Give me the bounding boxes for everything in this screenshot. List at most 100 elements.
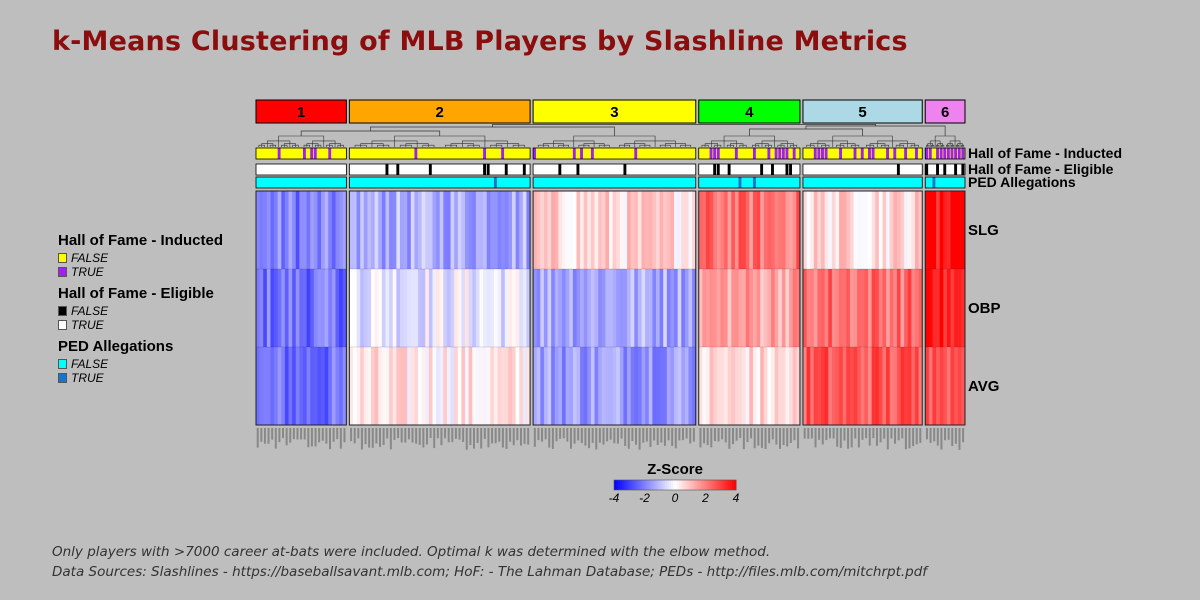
player-label-tick [940, 428, 943, 450]
heatmap-cell [512, 347, 517, 425]
track-cell [896, 164, 900, 175]
dendrogram-branch [926, 144, 930, 147]
dendrogram-branch [739, 144, 747, 147]
heatmap-cell [900, 347, 905, 425]
heatmap-cell [821, 269, 826, 347]
heatmap-cell [367, 347, 372, 425]
track-base [698, 164, 800, 175]
track-cell [946, 148, 950, 159]
heatmap-cell [763, 347, 768, 425]
heatmap-cell [886, 191, 891, 269]
track-base [533, 177, 696, 188]
heatmap-cell [263, 347, 268, 425]
heatmap-cell [918, 347, 923, 425]
heatmap-cell [878, 347, 883, 425]
heatmap-cell [802, 269, 807, 347]
cluster-border-2 [348, 190, 531, 426]
heatmap-cell [598, 347, 603, 425]
legend-item: TRUE [58, 318, 223, 332]
heatmap-cell [789, 347, 794, 425]
heatmap-cell [713, 269, 718, 347]
heatmap-cell [281, 269, 286, 347]
heatmap-cell [857, 191, 862, 269]
heatmap-cell [738, 347, 743, 425]
track-cell [871, 148, 875, 159]
color-scale-segment [677, 480, 680, 490]
dendrogram-branch [326, 144, 333, 147]
player-label-tick [418, 428, 421, 445]
heatmap-cell [813, 347, 818, 425]
track-border [348, 176, 531, 189]
color-scale-segment [687, 480, 690, 490]
heatmap-cell [907, 191, 912, 269]
player-label-tick [267, 428, 270, 444]
heatmap-cell [522, 269, 527, 347]
heatmap-cell [310, 191, 315, 269]
player-label-tick [861, 428, 864, 440]
heatmap-cell [627, 191, 632, 269]
heatmap-cell [381, 347, 386, 425]
heatmap-cell [461, 191, 466, 269]
dendrogram-branch [634, 140, 676, 147]
dendrogram-branch [910, 144, 919, 147]
heatmap-cell [493, 191, 498, 269]
heatmap-cell [925, 347, 930, 425]
player-label-tick [739, 428, 742, 439]
dendrogram-branch [354, 144, 367, 147]
heatmap-cell [292, 191, 297, 269]
heatmap-cell [543, 269, 548, 347]
heatmap-cell [936, 191, 941, 269]
heatmap-cell [709, 269, 714, 347]
heatmap-cell [263, 269, 268, 347]
color-scale-segment [689, 480, 692, 490]
heatmap-cell [583, 191, 588, 269]
heatmap-cell [878, 191, 883, 269]
heatmap-cell [446, 191, 451, 269]
heatmap-cell [352, 269, 357, 347]
heatmap-cell [842, 191, 847, 269]
player-label-tick [810, 428, 813, 439]
heatmap-cell [946, 269, 951, 347]
heatmap-cell [324, 191, 329, 269]
heatmap-cell [598, 191, 603, 269]
heatmap-cell [342, 269, 347, 347]
heatmap-cell [349, 191, 354, 269]
heatmap-cell [627, 347, 632, 425]
player-label-tick [951, 428, 954, 447]
heatmap-cell [774, 191, 779, 269]
heatmap-cell [900, 191, 905, 269]
heatmap-cell [540, 191, 545, 269]
track-cell [385, 164, 389, 175]
player-label-tick [368, 428, 371, 448]
heatmap-cell [961, 269, 966, 347]
color-scale-segment [691, 480, 694, 490]
heatmap-cell [306, 191, 311, 269]
heatmap-cell [868, 347, 873, 425]
cluster-border-5 [802, 190, 923, 426]
player-label-tick [314, 428, 317, 447]
heatmap-cell [853, 269, 858, 347]
heatmap-cell [612, 347, 617, 425]
heatmap-cell [724, 269, 729, 347]
color-scale-segment [662, 480, 666, 490]
track-cell [709, 148, 713, 159]
color-scale-segment [628, 480, 631, 490]
heatmap-cell [526, 269, 531, 347]
track-cell [483, 148, 486, 159]
track-cell [781, 148, 785, 159]
player-label-tick [678, 428, 681, 441]
color-scale-tick-label: 0 [672, 491, 679, 505]
heatmap-cell [957, 347, 962, 425]
dendrogram-branch [956, 144, 960, 147]
player-label-tick [411, 428, 414, 443]
heatmap-cell [831, 191, 836, 269]
heatmap-cell [900, 269, 905, 347]
track-cell [868, 148, 871, 159]
heatmap-cell [752, 191, 757, 269]
heatmap-cell [392, 269, 397, 347]
color-scale-segment [699, 480, 702, 490]
heatmap-cell [720, 269, 725, 347]
heatmap-cell [705, 269, 710, 347]
track-cell [623, 164, 627, 175]
player-label-tick [433, 428, 436, 449]
